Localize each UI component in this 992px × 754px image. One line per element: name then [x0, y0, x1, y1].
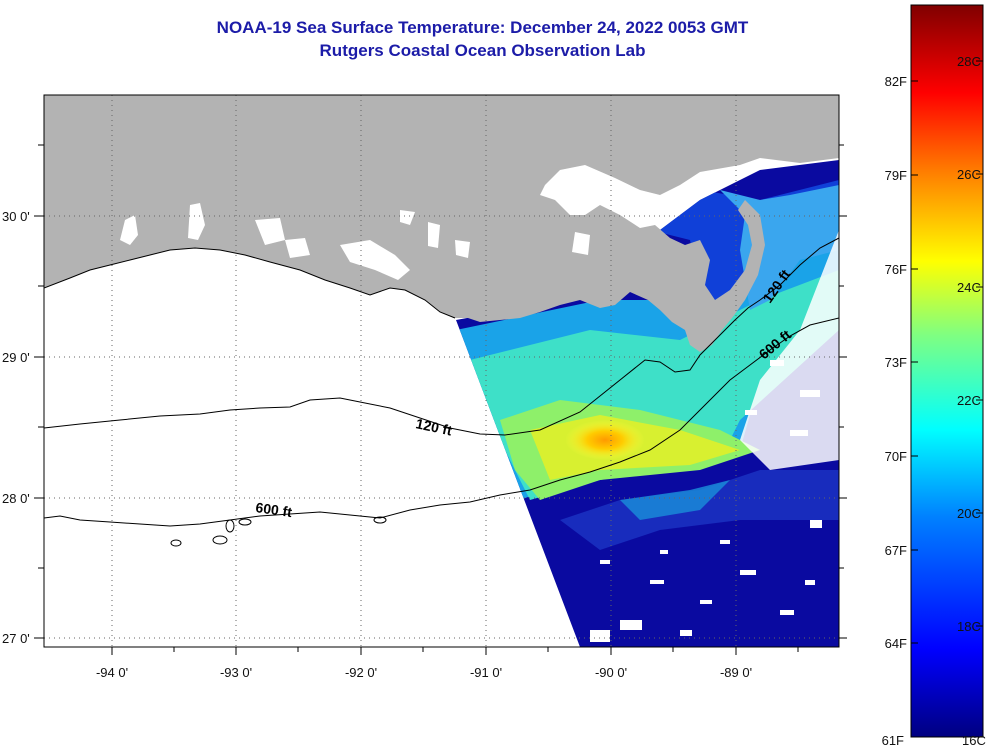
contour-label-120ft: 120 ft: [414, 415, 453, 438]
axis-ticks: [34, 144, 847, 655]
colorbar-label-c: 26C: [957, 167, 981, 182]
lon-tick-label: -91 0': [470, 665, 502, 680]
colorbar-label-c: 16C: [962, 733, 986, 748]
land-lakes: [120, 203, 590, 280]
colorbar-label-f: 79F: [885, 168, 907, 183]
cloud-region: [740, 230, 839, 470]
colorbar-ticks: [911, 60, 983, 644]
colorbar: [910, 4, 984, 738]
cloud-speckles: [590, 360, 822, 642]
lon-tick-label: -92 0': [345, 665, 377, 680]
colorbar-label-c: 28C: [957, 54, 981, 69]
lon-tick-label: -90 0': [595, 665, 627, 680]
lon-tick-label: -94 0': [96, 665, 128, 680]
isobath-120ft-west: [44, 237, 839, 436]
lat-tick-label: 29 0': [2, 350, 30, 365]
colorbar-label-c: 18C: [957, 619, 981, 634]
lat-tick-label: 30 0': [2, 209, 30, 224]
lon-tick-label: -93 0': [220, 665, 252, 680]
lat-tick-label: 28 0': [2, 491, 30, 506]
land-mass: [44, 95, 839, 352]
isobath-600ft-west: [44, 317, 839, 527]
colorbar-label-c: 22C: [957, 393, 981, 408]
colorbar-label-c: 20C: [957, 506, 981, 521]
colorbar-label-f: 76F: [885, 262, 907, 277]
colorbar-label-f: 61F: [882, 733, 904, 748]
coastline: [44, 247, 456, 319]
map-grid: [44, 95, 839, 647]
colorbar-label-f: 64F: [885, 636, 907, 651]
colorbar-label-c: 24C: [957, 280, 981, 295]
colorbar-label-f: 70F: [885, 449, 907, 464]
lat-tick-label: 27 0': [2, 631, 30, 646]
colorbar-label-f: 67F: [885, 543, 907, 558]
warm-core: [565, 420, 645, 460]
map-subtitle: Rutgers Coastal Ocean Observation Lab: [319, 41, 646, 60]
colorbar-label-f: 82F: [885, 74, 907, 89]
lon-tick-label: -89 0': [720, 665, 752, 680]
map-frame: [43, 94, 840, 648]
map-title: NOAA-19 Sea Surface Temperature: Decembe…: [216, 18, 749, 37]
isobath-islands: [170, 516, 387, 547]
contour-label-600ft: 600 ft: [255, 499, 294, 520]
colorbar-label-f: 73F: [885, 355, 907, 370]
